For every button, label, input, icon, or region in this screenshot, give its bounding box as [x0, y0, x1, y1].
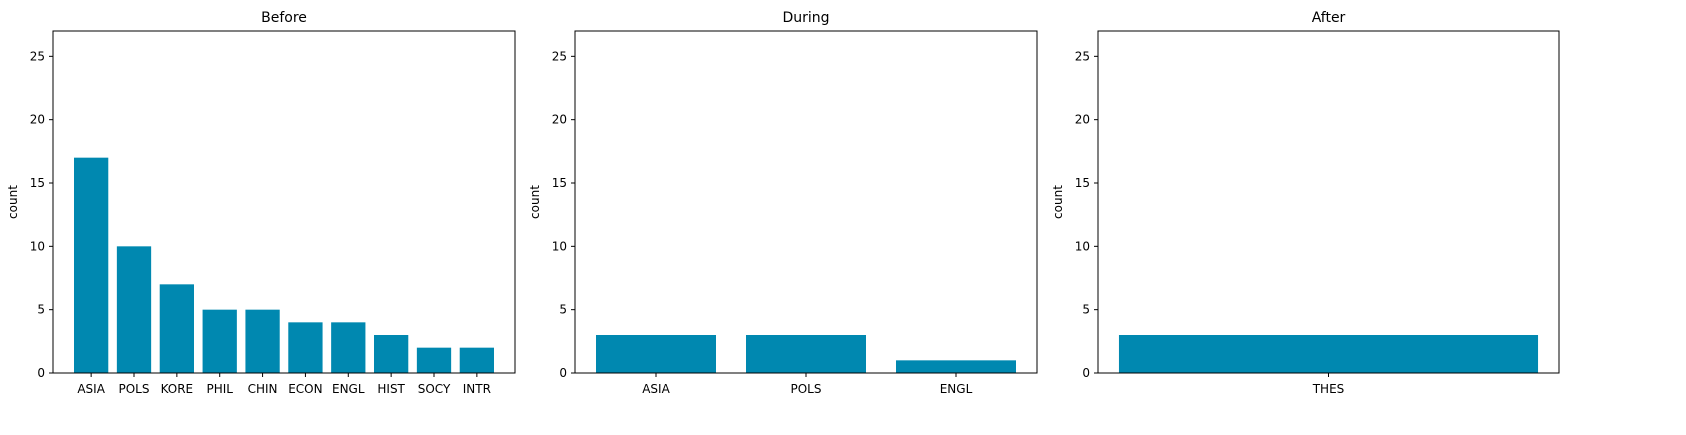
bar-hist [374, 335, 409, 373]
chart-panel-after: After count 0 5 10 15 20 25 THES [1051, 10, 1560, 396]
chart-panel-during: During count 0 5 10 15 20 25 ASIA POLS ENGL [528, 10, 1038, 396]
x-tick-label: PHIL [206, 382, 233, 396]
y-tick-label: 0 [37, 366, 45, 380]
panel-title: After [1312, 10, 1346, 26]
bar-asia [596, 335, 716, 373]
x-tick-label: POLS [791, 382, 822, 396]
x-tick-label: ENGL [332, 382, 365, 396]
y-tick-label: 5 [1082, 303, 1090, 317]
y-tick-label: 5 [37, 303, 45, 317]
y-tick-label: 10 [552, 239, 567, 253]
x-tick-label: ASIA [642, 382, 670, 396]
x-tick-label: KORE [161, 382, 194, 396]
bar-econ [288, 322, 323, 373]
y-axis-label: count [1051, 185, 1065, 219]
y-axis-label: count [6, 185, 20, 219]
y-tick-label: 25 [1075, 49, 1090, 63]
y-tick-label: 20 [552, 113, 567, 127]
x-tick-label: ENGL [940, 382, 973, 396]
panel-title: During [782, 10, 829, 26]
bar-engl [896, 360, 1016, 373]
x-tick-label: POLS [119, 382, 150, 396]
y-tick-label: 5 [559, 303, 567, 317]
panel-title: Before [261, 10, 307, 26]
y-tick-label: 15 [552, 176, 567, 190]
y-tick-label: 10 [1075, 239, 1090, 253]
bar-asia [74, 157, 109, 373]
y-tick-label: 0 [559, 366, 567, 380]
y-tick-label: 25 [552, 49, 567, 63]
x-tick-label: CHIN [248, 382, 278, 396]
y-tick-label: 15 [1075, 176, 1090, 190]
y-tick-label: 20 [30, 113, 45, 127]
x-tick-label: HIST [377, 382, 405, 396]
x-tick-label: SOCY [418, 382, 451, 396]
bar-socy [416, 347, 452, 373]
bar-intr [459, 347, 494, 373]
bar-kore [159, 284, 194, 373]
plot-frame [1097, 30, 1560, 374]
x-tick-label: THES [1312, 382, 1345, 396]
y-tick-label: 15 [30, 176, 45, 190]
x-tick-label: INTR [463, 382, 491, 396]
bar-pols [116, 246, 152, 373]
y-tick-label: 0 [1082, 366, 1090, 380]
bar-chin [245, 309, 280, 373]
y-axis-label: count [528, 185, 542, 219]
y-tick-label: 10 [30, 239, 45, 253]
plot-frame [52, 30, 516, 374]
bar-pols [746, 335, 866, 373]
bar-thes [1118, 335, 1539, 373]
x-tick-label: ECON [288, 382, 322, 396]
bar-engl [331, 322, 366, 373]
plot-frame [574, 30, 1038, 374]
chart-panel-before: Before count 0 5 10 15 20 25 ASIA POLS KORE PHIL C… [6, 10, 516, 396]
x-tick-label: ASIA [77, 382, 105, 396]
y-tick-label: 25 [30, 49, 45, 63]
bar-phil [202, 309, 237, 373]
y-tick-label: 20 [1075, 113, 1090, 127]
